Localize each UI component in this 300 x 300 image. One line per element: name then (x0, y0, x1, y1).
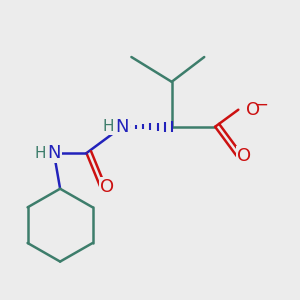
Text: N: N (116, 118, 129, 136)
Text: H: H (103, 119, 114, 134)
Text: O: O (246, 101, 260, 119)
Text: N: N (47, 144, 61, 162)
Text: O: O (100, 178, 114, 196)
Text: −: − (254, 95, 268, 113)
Text: O: O (236, 147, 251, 165)
Text: H: H (35, 146, 46, 160)
